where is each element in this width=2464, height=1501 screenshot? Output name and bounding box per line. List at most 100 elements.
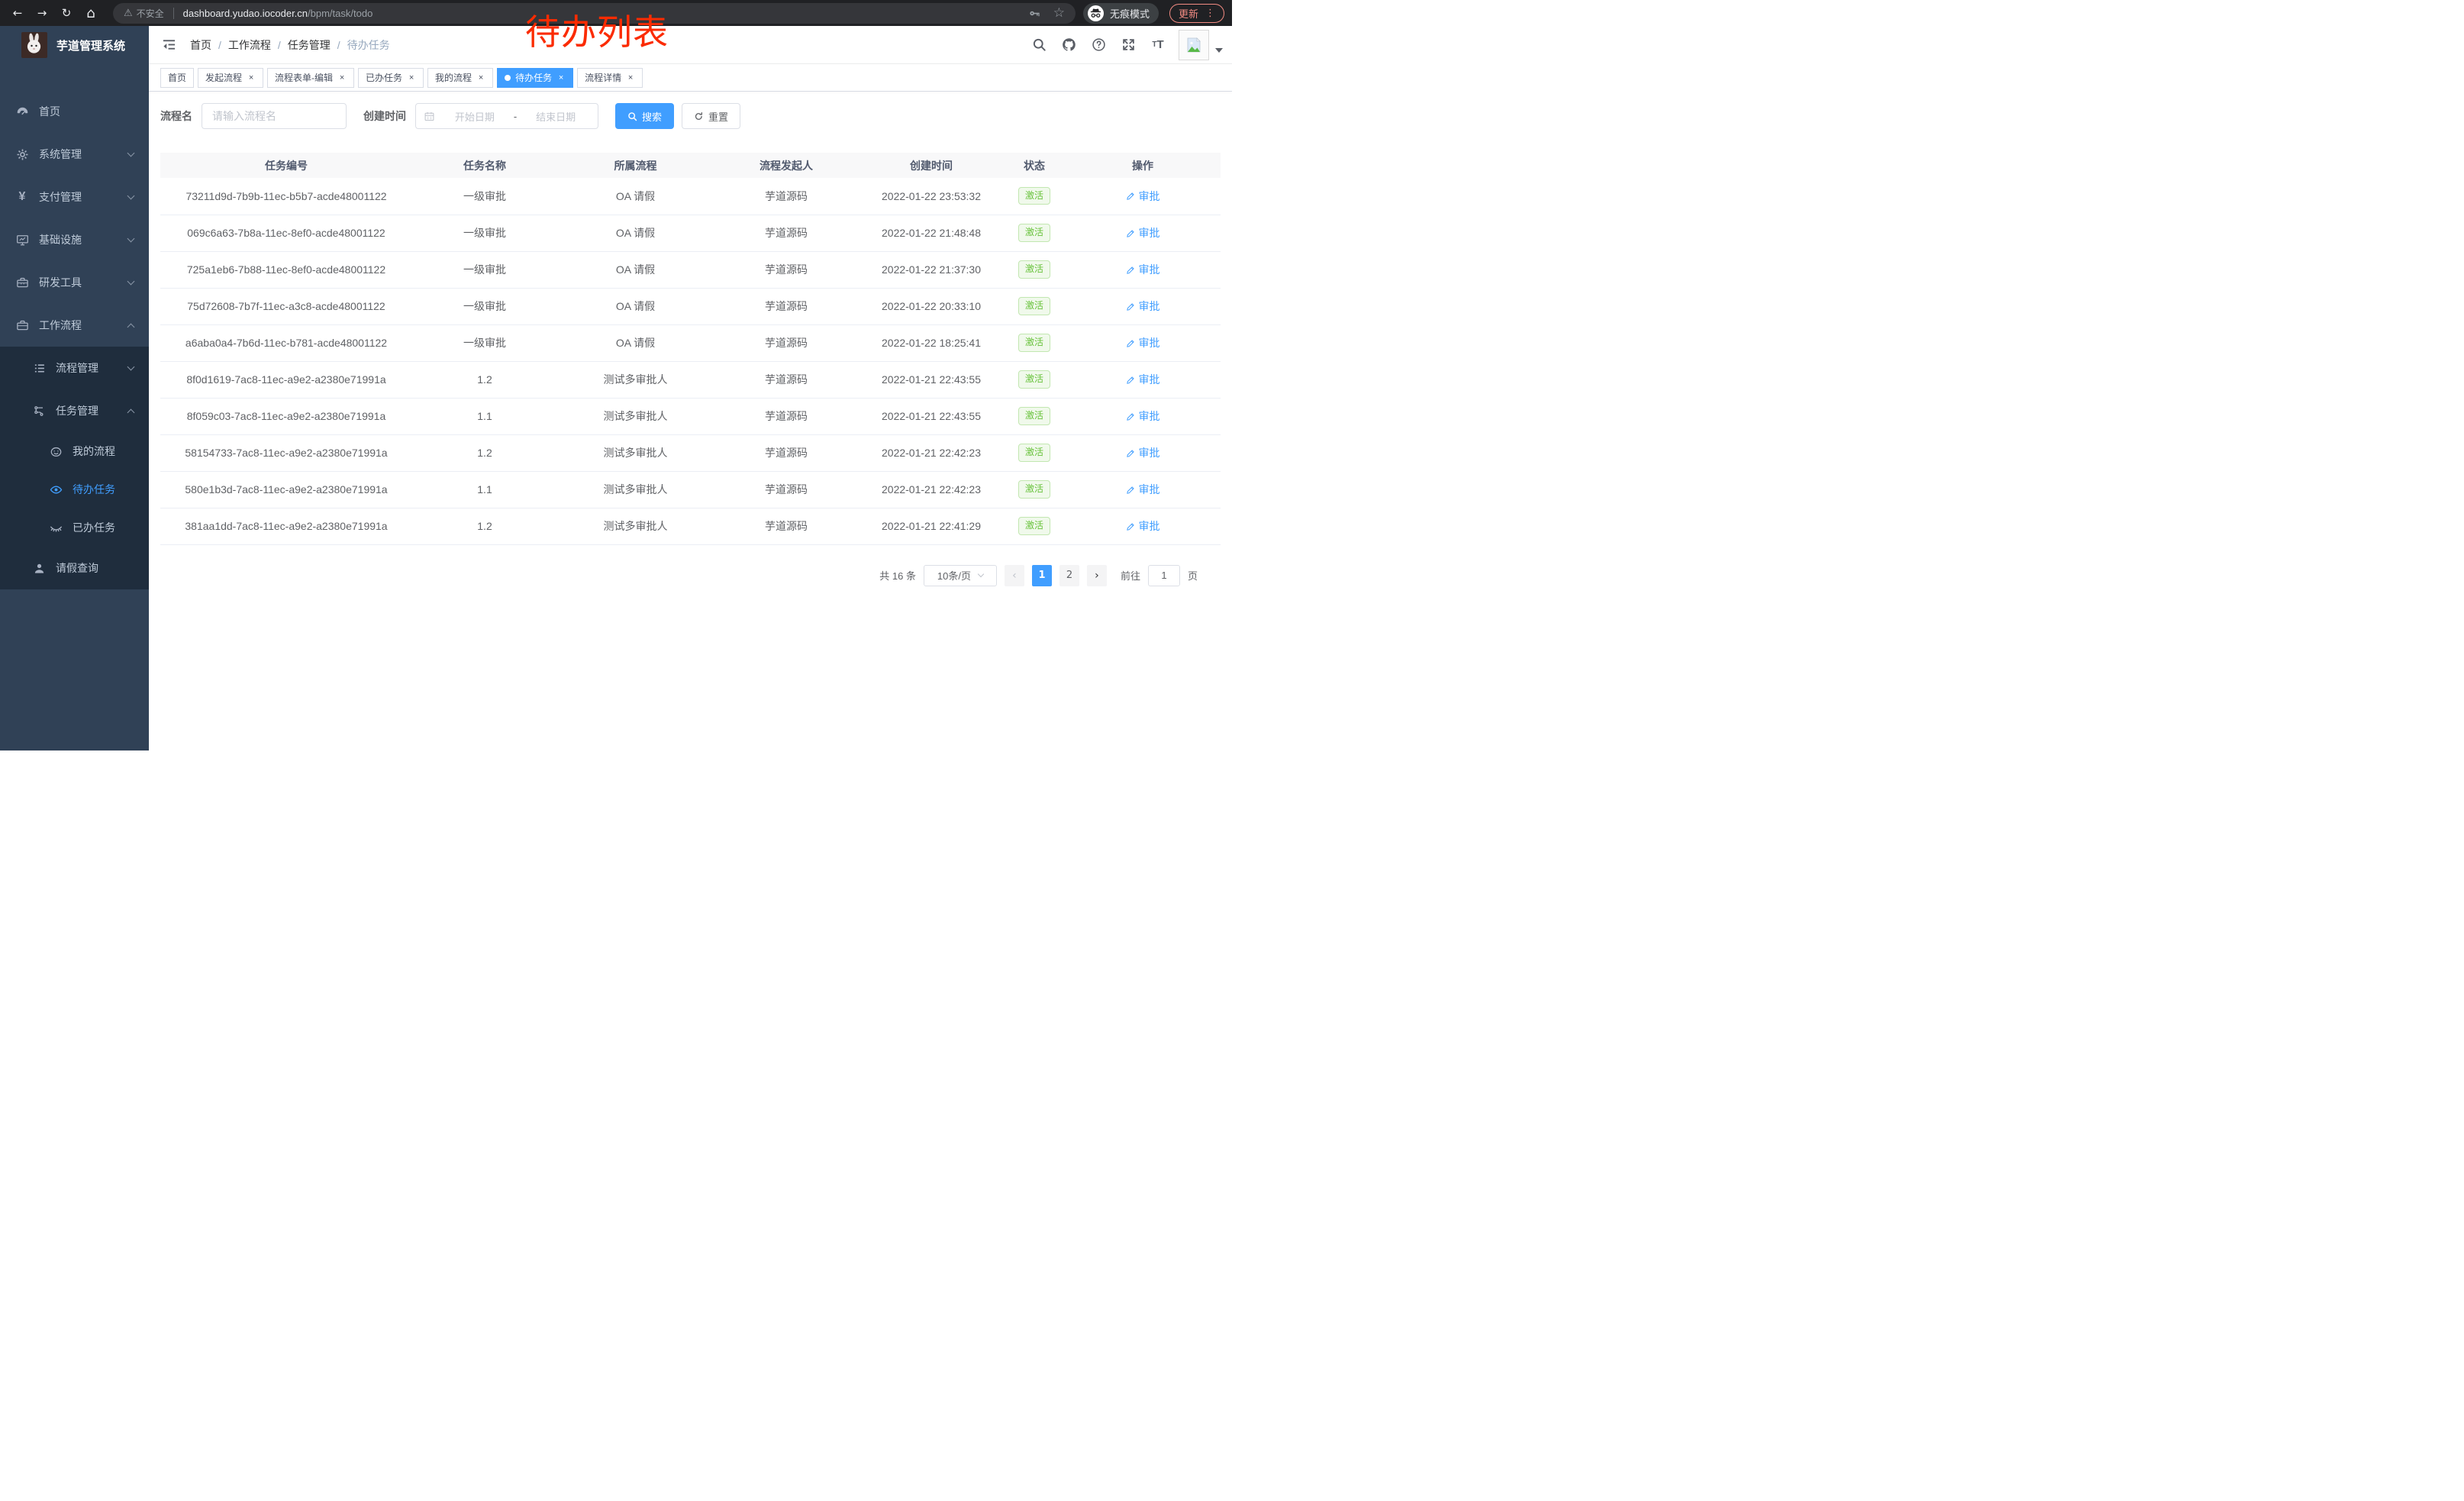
tab-流程详情[interactable]: 流程详情 × [577,67,643,88]
approve-link[interactable]: 审批 [1126,225,1160,240]
cell-name: 一级审批 [412,251,557,289]
close-icon[interactable]: × [339,73,345,82]
chevron-down-icon [127,363,135,370]
github-icon[interactable] [1059,36,1078,54]
approve-link[interactable]: 审批 [1126,372,1160,387]
approve-link-label: 审批 [1138,373,1160,386]
close-icon[interactable]: × [408,73,414,82]
cell-status: 激活 [1004,508,1065,545]
status-badge: 激活 [1018,480,1050,499]
column-header: 任务名称 [412,153,557,178]
browser-update-button[interactable]: 更新 ⋮ [1169,3,1224,23]
process-name-input[interactable] [202,103,347,129]
goto-page-input[interactable] [1147,564,1180,586]
close-icon[interactable]: × [627,73,634,82]
start-date-placeholder[interactable]: 开始日期 [454,111,495,123]
browser-forward-icon[interactable]: → [37,6,47,20]
browser-menu-icon[interactable]: ⋮ [1205,7,1215,19]
approve-link[interactable]: 审批 [1126,262,1160,277]
edit-pen-icon [1126,338,1136,348]
sidebar-item-payment[interactable]: ¥ 支付管理 [0,176,149,218]
sidebar-item-done-task[interactable]: 已办任务 [0,508,149,547]
sidebar-collapse-icon[interactable] [156,33,181,57]
cell-starter: 芋道源码 [714,361,859,399]
app-logo[interactable]: 芋道管理系统 [0,26,149,64]
tab-流程表单-编辑[interactable]: 流程表单-编辑 × [267,67,355,88]
table-row: a6aba0a4-7b6d-11ec-b781-acde48001122 一级审批… [160,324,1221,362]
sidebar-item-task-mgmt[interactable]: 任务管理 [0,389,149,432]
date-range-picker[interactable]: 开始日期 - 结束日期 [415,103,598,129]
cell-id: 8f059c03-7ac8-11ec-a9e2-a2380e71991a [160,398,412,435]
sidebar-item-devtools[interactable]: 研发工具 [0,261,149,304]
breadcrumb-item[interactable]: 首页 [190,38,211,51]
annotation-todo-list: 待办列表 [525,12,669,52]
breadcrumb-item[interactable]: 任务管理 [287,38,331,51]
browser-back-icon[interactable]: ← [12,6,23,20]
close-icon[interactable]: × [558,73,564,82]
security-status[interactable]: ⚠ 不安全 [124,7,164,20]
sidebar-item-todo-task[interactable]: 待办任务 [0,470,149,508]
approve-link[interactable]: 审批 [1126,518,1160,534]
cell-name: 一级审批 [412,288,557,325]
approve-link[interactable]: 审批 [1126,482,1160,497]
sidebar-item-workflow[interactable]: 工作流程 [0,304,149,347]
prev-page-button[interactable]: ‹ [1004,564,1024,586]
table-row: 381aa1dd-7ac8-11ec-a9e2-a2380e71991a 1.2 测… [160,508,1221,545]
approve-link[interactable]: 审批 [1126,189,1160,204]
approve-link-label: 审批 [1138,263,1160,276]
approve-link[interactable]: 审批 [1126,335,1160,350]
cell-id: 75d72608-7b7f-11ec-a3c8-acde48001122 [160,288,412,325]
approve-link[interactable]: 审批 [1126,408,1160,424]
page-button-2[interactable]: 2 [1059,564,1079,586]
briefcase-icon [15,318,29,332]
sidebar-item-my-process[interactable]: 我的流程 [0,432,149,470]
tab-我的流程[interactable]: 我的流程 × [427,67,494,88]
cell-id: 381aa1dd-7ac8-11ec-a9e2-a2380e71991a [160,508,412,545]
end-date-placeholder[interactable]: 结束日期 [536,111,576,123]
select-caret-icon [977,570,985,578]
search-button[interactable]: 搜索 [615,103,675,129]
address-bar[interactable]: ⚠ 不安全 dashboard.yudao.iocoder.cn /bpm/ta… [113,2,1076,24]
key-icon[interactable] [1028,7,1041,20]
help-icon[interactable] [1089,36,1108,54]
page-size-select[interactable]: 10条/页 [923,564,997,586]
sidebar-item-system[interactable]: 系统管理 [0,133,149,176]
approve-link[interactable]: 审批 [1126,299,1160,314]
sidebar-item-process-mgmt[interactable]: 流程管理 [0,347,149,389]
edit-pen-icon [1126,228,1136,238]
browser-reload-icon[interactable]: ↻ [61,6,72,20]
reset-button[interactable]: 重置 [682,103,741,129]
logo-rabbit-image [21,32,47,58]
cell-action: 审批 [1065,398,1221,435]
user-avatar[interactable] [1179,29,1223,60]
next-page-button[interactable]: › [1086,564,1107,586]
chevron-down-icon [127,192,135,199]
tab-待办任务[interactable]: 待办任务 × [497,67,574,88]
approve-link[interactable]: 审批 [1126,445,1160,460]
fullscreen-icon[interactable] [1119,36,1137,54]
edit-pen-icon [1126,375,1136,385]
cell-status: 激活 [1004,178,1065,215]
bookmark-star-icon[interactable]: ☆ [1053,5,1065,21]
breadcrumb-item[interactable]: 工作流程 [227,38,271,51]
browser-home-icon[interactable]: ⌂ [86,5,95,21]
close-icon[interactable]: × [248,73,254,82]
column-header: 操作 [1065,153,1221,178]
sidebar-item-leave-query[interactable]: 请假查询 [0,547,149,589]
tab-已办任务[interactable]: 已办任务 × [358,67,424,88]
search-icon[interactable] [1030,36,1048,54]
chevron-down-icon [127,234,135,242]
page-button-1[interactable]: 1 [1031,564,1052,586]
status-badge: 激活 [1018,297,1050,315]
toolbox-icon [15,276,29,289]
tab-首页[interactable]: 首页 [160,67,195,88]
sidebar-item-home[interactable]: 首页 [0,90,149,133]
tab-发起流程[interactable]: 发起流程 × [198,67,264,88]
status-badge: 激活 [1018,260,1050,279]
close-icon[interactable]: × [478,73,484,82]
cell-name: 1.1 [412,471,557,508]
sidebar-item-infra[interactable]: 基础设施 [0,218,149,261]
page-size-value: 10条/页 [937,570,971,582]
